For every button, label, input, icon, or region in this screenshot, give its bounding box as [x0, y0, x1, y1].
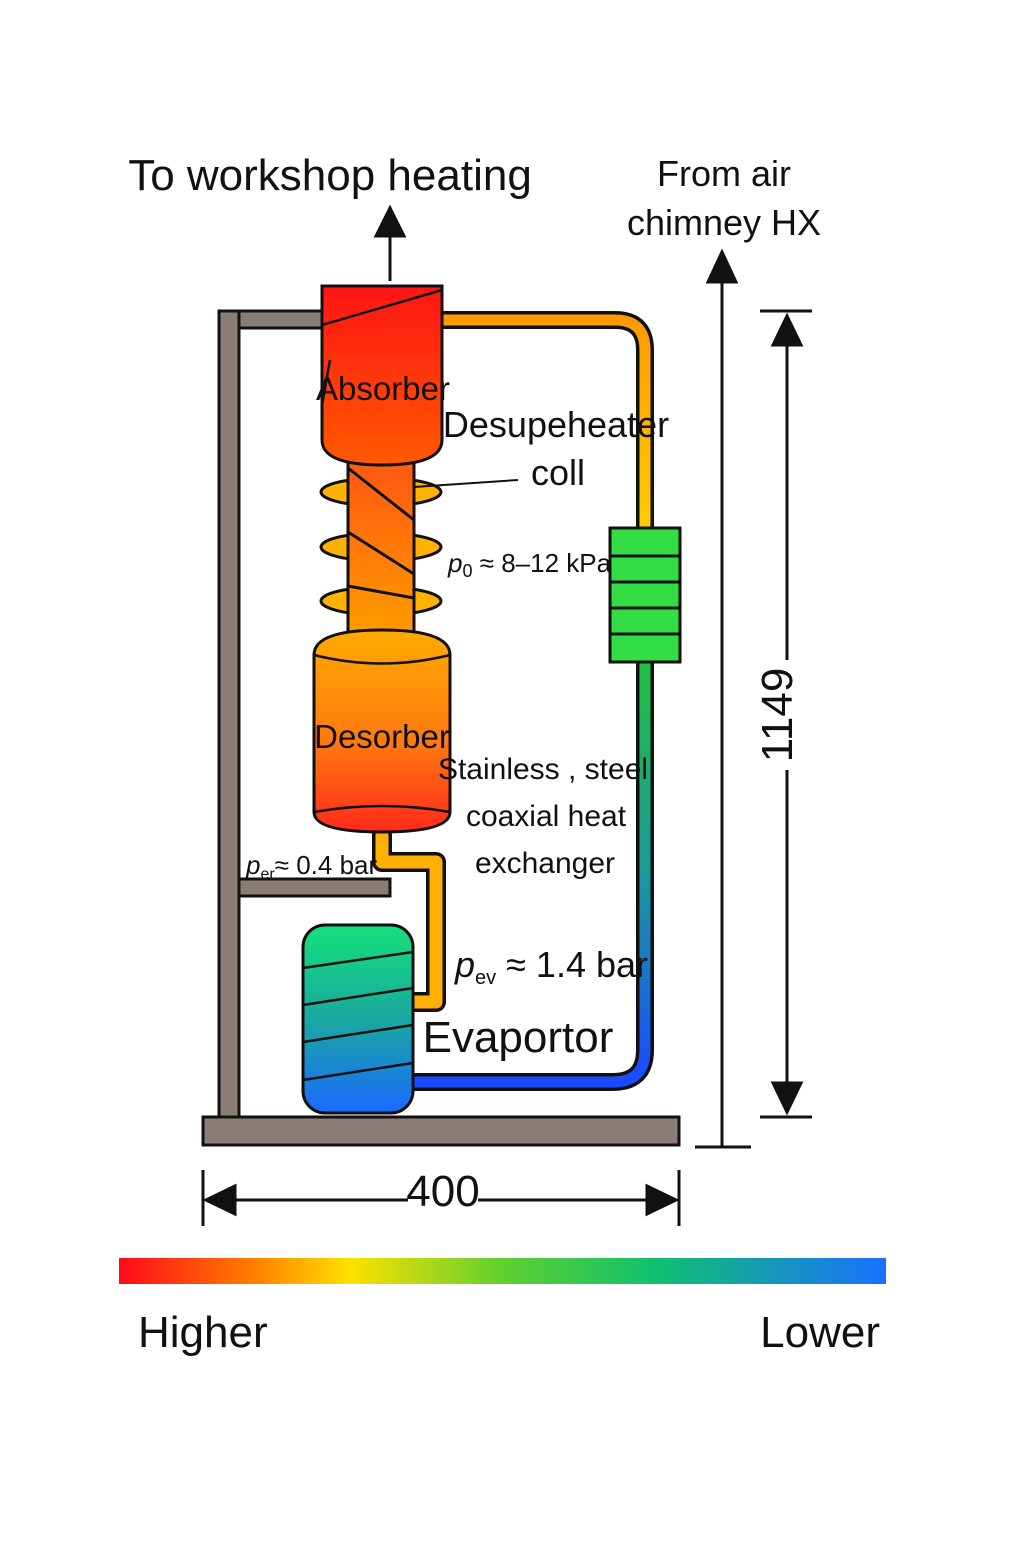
p0-subscript: 0: [462, 561, 472, 581]
pev-pressure-label: pev ≈ 1.4 bar: [454, 944, 648, 989]
arrow-to-workshop-head: [373, 204, 407, 238]
pev-value: ≈ 1.4 bar: [496, 944, 648, 985]
pipe-desorber-to-evaporator: [375, 828, 443, 1009]
from-air-label-line2: chimney HX: [627, 202, 821, 243]
coil-leader-line: [413, 479, 519, 488]
per-symbol: p: [245, 850, 260, 880]
desuperheater-label-line1: Desupeheater: [443, 404, 669, 445]
evaporator-label: Evaportor: [423, 1013, 614, 1062]
desorber-vessel: [312, 628, 452, 834]
per-subscript: er: [260, 866, 275, 883]
frame-base: [201, 1115, 681, 1147]
pipe-return-cold: [406, 654, 651, 1088]
p0-pressure-label: p0 ≈ 8–12 kPa: [447, 548, 612, 581]
width-dimension: [201, 1170, 681, 1226]
p0-symbol: p: [447, 548, 462, 578]
per-pressure-label: per≈ 0.4 bar: [245, 850, 377, 883]
absorber-vessel: [320, 284, 444, 467]
p0-value: ≈ 8–12 kPa: [472, 548, 611, 578]
pev-symbol: p: [454, 944, 475, 985]
width-dimension-value: 400: [406, 1167, 479, 1216]
pipes: [375, 314, 651, 1088]
hx-label-line2: coaxial heat: [466, 800, 627, 833]
chimney-heat-exchanger: [608, 526, 682, 664]
desorber-label: Desorber: [314, 718, 450, 755]
per-value: ≈ 0.4 bar: [275, 850, 378, 880]
to-workshop-label: To workshop heating: [128, 151, 532, 200]
temperature-color-ramp: [119, 1258, 886, 1284]
hx-label-line1: Stainless , steel: [438, 753, 648, 786]
desuperheater-label-line2: coll: [531, 452, 585, 493]
desuperheater-coil: [319, 455, 443, 645]
pipe-top-hot: [436, 314, 651, 536]
frame-left-post: [217, 309, 241, 1121]
frame-mid-shelf: [237, 877, 392, 898]
hx-label-line3: exchanger: [475, 847, 615, 880]
height-dimension: [760, 309, 812, 1119]
height-dimension-value: 1149: [753, 668, 802, 763]
absorber-label: Absorber: [316, 370, 450, 407]
frame-top-bracket: [237, 309, 324, 330]
evaporator-vessel: [301, 923, 415, 1115]
from-air-label-line1: From air: [657, 153, 791, 194]
legend-lower-label: Lower: [760, 1308, 880, 1357]
flow-arrows: [373, 204, 751, 1149]
legend-higher-label: Higher: [138, 1308, 268, 1357]
pev-subscript: ev: [475, 967, 496, 989]
arrow-from-air-head: [705, 248, 739, 284]
